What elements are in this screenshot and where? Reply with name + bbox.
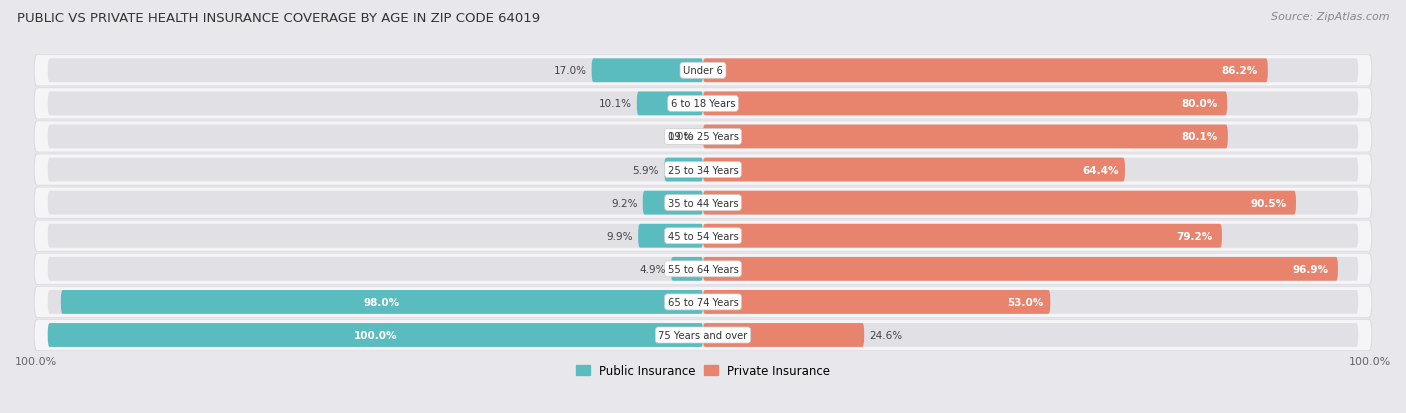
FancyBboxPatch shape (35, 188, 1371, 218)
FancyBboxPatch shape (637, 92, 703, 116)
FancyBboxPatch shape (48, 92, 1358, 116)
Text: 45 to 54 Years: 45 to 54 Years (668, 231, 738, 241)
FancyBboxPatch shape (703, 323, 865, 347)
FancyBboxPatch shape (48, 191, 1358, 215)
Text: 75 Years and over: 75 Years and over (658, 330, 748, 340)
Text: 79.2%: 79.2% (1175, 231, 1212, 241)
FancyBboxPatch shape (35, 155, 1371, 185)
Text: 53.0%: 53.0% (1008, 297, 1043, 307)
Text: 64.4%: 64.4% (1083, 165, 1118, 175)
FancyBboxPatch shape (34, 319, 1372, 351)
Text: 96.9%: 96.9% (1292, 264, 1329, 274)
FancyBboxPatch shape (48, 59, 1358, 83)
Text: 10.1%: 10.1% (599, 99, 631, 109)
FancyBboxPatch shape (35, 254, 1371, 285)
FancyBboxPatch shape (703, 257, 1339, 281)
Text: 35 to 44 Years: 35 to 44 Years (668, 198, 738, 208)
FancyBboxPatch shape (48, 224, 1358, 248)
Text: 17.0%: 17.0% (554, 66, 586, 76)
Text: 5.9%: 5.9% (633, 165, 659, 175)
Text: 90.5%: 90.5% (1250, 198, 1286, 208)
FancyBboxPatch shape (35, 287, 1371, 317)
Legend: Public Insurance, Private Insurance: Public Insurance, Private Insurance (571, 359, 835, 382)
FancyBboxPatch shape (643, 191, 703, 215)
FancyBboxPatch shape (34, 154, 1372, 186)
FancyBboxPatch shape (34, 253, 1372, 285)
FancyBboxPatch shape (592, 59, 703, 83)
Text: 80.1%: 80.1% (1182, 132, 1218, 142)
Text: 65 to 74 Years: 65 to 74 Years (668, 297, 738, 307)
FancyBboxPatch shape (35, 122, 1371, 152)
FancyBboxPatch shape (703, 92, 1227, 116)
FancyBboxPatch shape (48, 158, 1358, 182)
FancyBboxPatch shape (703, 59, 1268, 83)
Text: 80.0%: 80.0% (1181, 99, 1218, 109)
FancyBboxPatch shape (703, 158, 1125, 182)
Text: 19 to 25 Years: 19 to 25 Years (668, 132, 738, 142)
FancyBboxPatch shape (48, 257, 1358, 281)
Text: Under 6: Under 6 (683, 66, 723, 76)
Text: 55 to 64 Years: 55 to 64 Years (668, 264, 738, 274)
FancyBboxPatch shape (34, 286, 1372, 318)
FancyBboxPatch shape (48, 323, 1358, 347)
FancyBboxPatch shape (34, 55, 1372, 87)
FancyBboxPatch shape (34, 220, 1372, 252)
FancyBboxPatch shape (60, 290, 703, 314)
FancyBboxPatch shape (34, 88, 1372, 120)
Text: 86.2%: 86.2% (1222, 66, 1258, 76)
FancyBboxPatch shape (703, 224, 1222, 248)
Text: PUBLIC VS PRIVATE HEALTH INSURANCE COVERAGE BY AGE IN ZIP CODE 64019: PUBLIC VS PRIVATE HEALTH INSURANCE COVER… (17, 12, 540, 25)
Text: 25 to 34 Years: 25 to 34 Years (668, 165, 738, 175)
Text: Source: ZipAtlas.com: Source: ZipAtlas.com (1271, 12, 1389, 22)
FancyBboxPatch shape (665, 158, 703, 182)
FancyBboxPatch shape (703, 290, 1050, 314)
FancyBboxPatch shape (671, 257, 703, 281)
Text: 0.0%: 0.0% (666, 132, 693, 142)
FancyBboxPatch shape (48, 323, 703, 347)
Text: 100.0%: 100.0% (1348, 356, 1391, 367)
FancyBboxPatch shape (638, 224, 703, 248)
FancyBboxPatch shape (703, 125, 1227, 149)
FancyBboxPatch shape (35, 89, 1371, 119)
Text: 6 to 18 Years: 6 to 18 Years (671, 99, 735, 109)
FancyBboxPatch shape (35, 56, 1371, 86)
Text: 100.0%: 100.0% (15, 356, 58, 367)
FancyBboxPatch shape (34, 188, 1372, 219)
FancyBboxPatch shape (703, 191, 1296, 215)
FancyBboxPatch shape (48, 290, 1358, 314)
FancyBboxPatch shape (35, 221, 1371, 252)
FancyBboxPatch shape (34, 121, 1372, 153)
Text: 100.0%: 100.0% (354, 330, 396, 340)
FancyBboxPatch shape (48, 125, 1358, 149)
Text: 98.0%: 98.0% (364, 297, 399, 307)
Text: 24.6%: 24.6% (869, 330, 903, 340)
Text: 4.9%: 4.9% (640, 264, 665, 274)
FancyBboxPatch shape (35, 320, 1371, 350)
Text: 9.9%: 9.9% (606, 231, 633, 241)
Text: 9.2%: 9.2% (612, 198, 637, 208)
